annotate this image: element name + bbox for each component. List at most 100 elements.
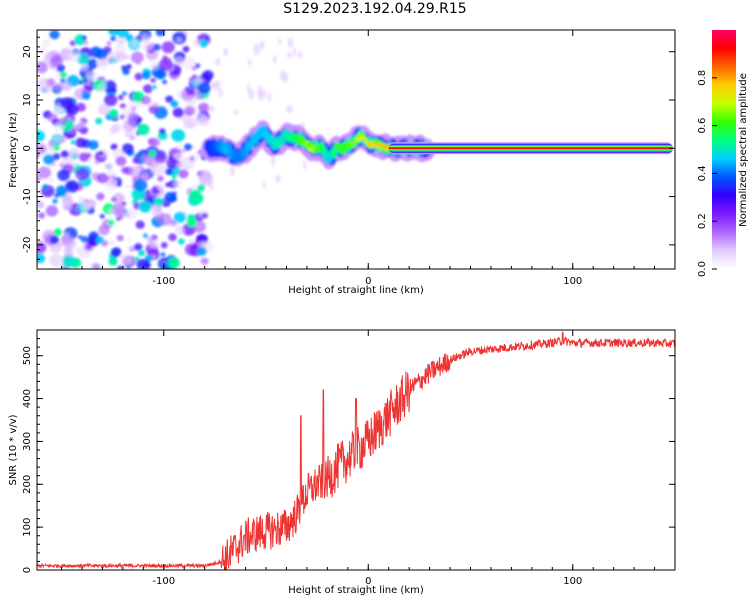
heatmap-noise-blob: [48, 177, 55, 183]
heatmap-noise-blob: [133, 179, 148, 192]
heatmap-noise-blob: [112, 192, 125, 204]
colorbar: 0.0 0.2 0.4 0.6 0.8 Normalized spectral ampl…: [697, 30, 749, 277]
heatmap-noise-blob: [127, 245, 133, 251]
heatmap-faint-blob: [247, 57, 252, 68]
heatmap-noise-blob: [143, 156, 154, 166]
heatmap-noise-blob: [150, 77, 157, 83]
snr-x-tick-label: 0: [365, 576, 371, 587]
heatmap-noise-blob: [60, 201, 72, 212]
heatmap-ridge-blob: [227, 151, 230, 155]
heatmap-noise-blob: [134, 243, 143, 251]
heatmap-noise-blob: [107, 164, 113, 170]
heatmap-ridge-blob: [266, 139, 269, 143]
heatmap-noise-blob: [126, 265, 131, 269]
snr-y-tick-label: 300: [22, 432, 33, 451]
heatmap-noise-blob: [161, 41, 175, 54]
heatmap-noise-blob: [170, 100, 179, 108]
heatmap-noise-blob: [168, 233, 177, 242]
heatmap-noise-blob: [171, 220, 179, 227]
heatmap-noise-blob: [164, 191, 177, 203]
heatmap-frame: [36, 29, 676, 270]
heatmap-ridge-blob: [379, 146, 382, 149]
heatmap-ridge-blob: [296, 136, 298, 139]
heatmap-ridge-blob: [207, 146, 211, 152]
heatmap-noise-blob: [126, 237, 132, 243]
heatmap-ridge-blob: [242, 152, 245, 156]
heatmap-faint-blob: [287, 37, 294, 49]
heatmap-noise-blob: [67, 50, 81, 63]
heatmap-noise-blob: [81, 35, 87, 40]
heatmap-noise-blob: [46, 78, 56, 87]
heatmap-faint-blob: [286, 52, 293, 59]
heatmap-faint-blob: [297, 51, 303, 59]
heatmap-ridge-blob: [303, 141, 306, 145]
snr-x-tick-label: -100: [152, 576, 175, 587]
heatmap-noise-blob: [151, 137, 161, 147]
heatmap-noise-blob: [60, 150, 70, 159]
heatmap-noise-blob: [148, 105, 158, 114]
heatmap-noise-blob: [138, 200, 152, 213]
heatmap-ridge-blob: [310, 149, 313, 153]
heatmap-noise-blob: [116, 234, 124, 242]
heatmap-noise-blob: [141, 95, 151, 105]
heatmap-ridge-blob: [237, 153, 240, 156]
heatmap-noise-blob: [184, 143, 192, 151]
heatmap-noise-blob: [141, 71, 151, 80]
heatmap-noise-blob: [111, 203, 125, 216]
heatmap-noise-blob: [177, 238, 185, 245]
heatmap-noise-blob: [198, 116, 210, 127]
heatmap-y-tick-label: -20: [22, 237, 33, 253]
heatmap-ridge-blob: [372, 140, 375, 143]
heatmap-noise-blob: [121, 65, 128, 71]
heatmap-ridge-blob: [342, 148, 346, 154]
heatmap-faint-blob: [272, 55, 277, 64]
heatmap-noise-blob: [181, 148, 186, 153]
heatmap-noise-blob: [45, 205, 59, 217]
heatmap-ridge-blob: [291, 133, 294, 136]
heatmap-noise-blob: [56, 64, 66, 73]
heatmap-noise-blob: [159, 184, 164, 189]
colorbar-ticks: 0.0 0.2 0.4 0.6 0.8: [697, 70, 717, 277]
heatmap-noise-blob: [180, 157, 195, 171]
heatmap-ridge-blob: [357, 133, 360, 137]
heatmap-noise-blob: [124, 212, 130, 218]
heatmap-noise-blob: [142, 84, 153, 94]
heatmap-noise-blob: [152, 85, 157, 90]
heatmap-noise-blob: [165, 168, 173, 176]
heatmap-noise-blob: [131, 106, 137, 112]
heatmap-ridge-blob: [254, 137, 257, 140]
colorbar-gradient: [712, 30, 736, 269]
heatmap-faint-blob: [271, 155, 276, 167]
heatmap-noise-blob: [154, 68, 167, 80]
heatmap-ridge-blob: [251, 140, 255, 146]
heatmap-ridge-blob: [209, 147, 213, 152]
figure-title: S129.2023.192.04.29.R15: [283, 1, 467, 17]
heatmap-noise-blob: [37, 200, 44, 209]
heatmap-noise-blob: [197, 149, 203, 155]
heatmap-noise-blob: [198, 82, 211, 94]
heatmap-noise-blob: [157, 131, 168, 141]
heatmap-noise-blob: [172, 107, 184, 118]
heatmap-noise-blob: [126, 64, 132, 70]
heatmap-noise-blob: [80, 235, 89, 243]
heatmap-noise-blob: [85, 71, 97, 82]
heatmap-noise-blob: [108, 30, 120, 36]
heatmap-noise-blob: [160, 252, 166, 257]
heatmap-ridge-blob: [371, 143, 375, 148]
heatmap-ridge-blob: [234, 155, 238, 160]
heatmap-ridge-blob: [244, 147, 247, 151]
heatmap-ridge-blob: [236, 155, 240, 160]
heatmap-ridge-blob: [355, 140, 357, 143]
heatmap-faint-blob: [253, 43, 261, 56]
heatmap-ridge-blob: [384, 145, 387, 148]
heatmap-faint-blob: [202, 172, 208, 184]
heatmap-ridge-blob: [359, 135, 363, 140]
heatmap-x-tick-label: -100: [152, 276, 175, 287]
heatmap-noise-blob: [141, 36, 148, 42]
heatmap-noise-blob: [43, 154, 55, 165]
heatmap-ridge-blob: [271, 143, 275, 148]
heatmap-noise-blob: [185, 189, 191, 194]
heatmap-noise-blob: [42, 78, 47, 83]
heatmap-zero-hz-band: [388, 147, 673, 150]
heatmap-noise-blob: [42, 184, 49, 190]
